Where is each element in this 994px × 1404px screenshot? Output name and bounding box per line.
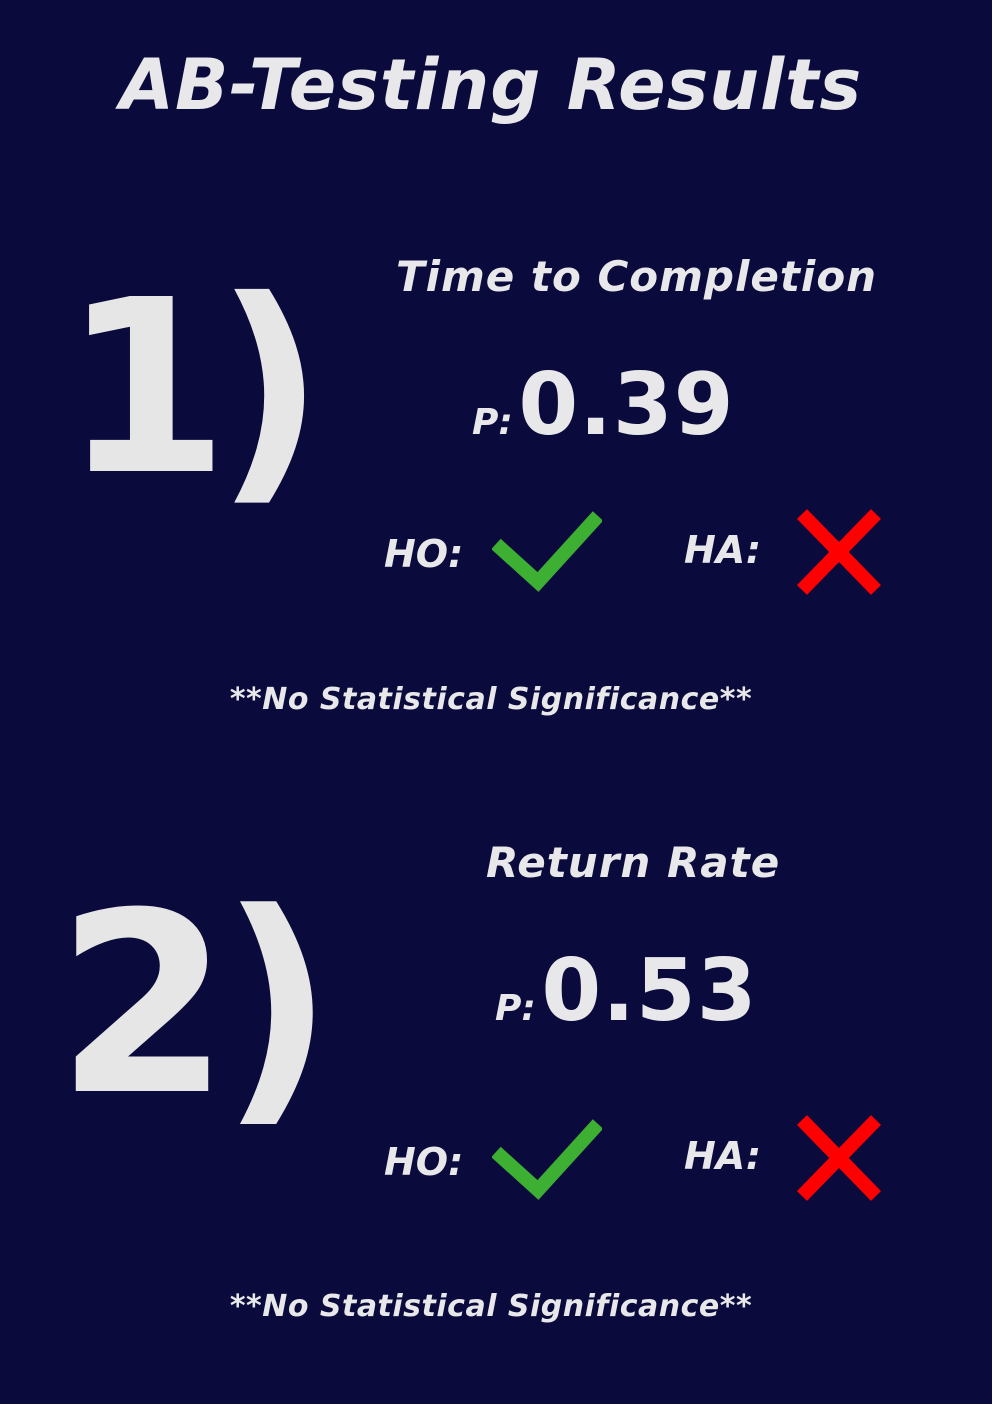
test-2-number: 2) <box>56 859 334 1150</box>
check-icon <box>491 1114 604 1204</box>
test-2-p-value: P: 0.53 <box>495 941 758 1041</box>
cross-icon <box>796 508 882 596</box>
test-2-metric: Return Rate <box>486 838 781 887</box>
test-1-p-number: 0.39 <box>518 355 735 455</box>
check-icon <box>491 506 604 596</box>
test-2-note: **No Statistical Significance** <box>229 1289 753 1324</box>
test-2-p-label: P: <box>495 988 536 1029</box>
test-1-h0-label: HO: <box>384 532 464 576</box>
test-1-number: 1) <box>62 248 325 528</box>
cross-icon <box>796 1114 882 1202</box>
test-2-ha-label: HA: <box>684 1134 762 1178</box>
test-2-h0-label: HO: <box>384 1140 464 1184</box>
test-2-p-number: 0.53 <box>541 941 758 1041</box>
test-1-note: **No Statistical Significance** <box>229 682 753 717</box>
test-1-p-label: P: <box>472 402 513 443</box>
test-1-metric: Time to Completion <box>396 252 878 301</box>
test-1-p-value: P: 0.39 <box>472 355 735 455</box>
page-title: AB-Testing Results <box>119 44 863 126</box>
test-1-ha-label: HA: <box>684 528 762 572</box>
